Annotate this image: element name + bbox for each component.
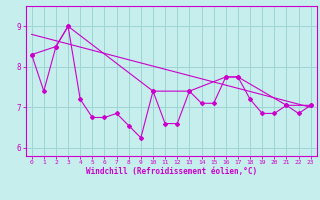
X-axis label: Windchill (Refroidissement éolien,°C): Windchill (Refroidissement éolien,°C) (86, 167, 257, 176)
